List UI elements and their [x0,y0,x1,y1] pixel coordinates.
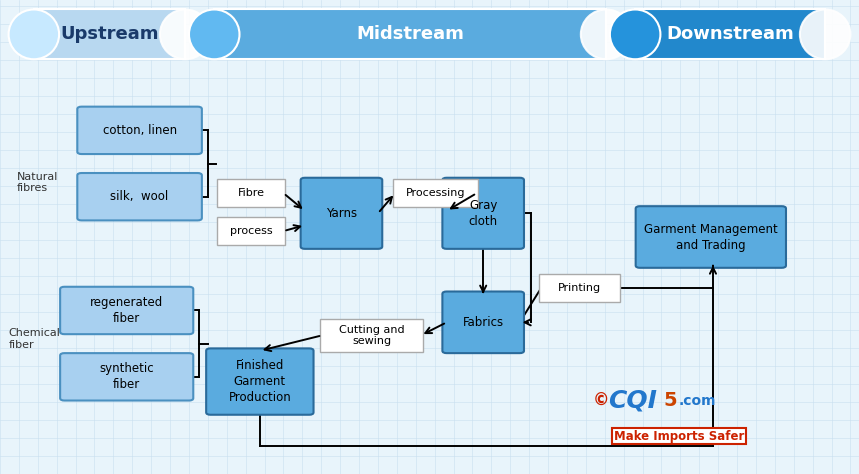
Text: Downstream: Downstream [667,26,794,43]
FancyBboxPatch shape [301,178,382,249]
FancyBboxPatch shape [206,348,314,415]
FancyBboxPatch shape [217,217,285,245]
FancyBboxPatch shape [60,353,193,401]
Text: Midstream: Midstream [356,26,464,43]
Ellipse shape [9,9,59,59]
FancyBboxPatch shape [217,179,285,207]
FancyBboxPatch shape [636,206,786,268]
Text: Cutting and
sewing: Cutting and sewing [338,325,405,346]
Text: Gray
cloth: Gray cloth [469,199,497,228]
Text: Printing: Printing [558,283,601,293]
Text: Chemical
fiber: Chemical fiber [9,328,60,350]
Ellipse shape [189,9,240,59]
Ellipse shape [800,9,850,59]
Text: cotton, linen: cotton, linen [102,124,177,137]
Ellipse shape [581,9,631,59]
Text: synthetic
fiber: synthetic fiber [100,362,154,392]
FancyBboxPatch shape [539,274,620,302]
FancyBboxPatch shape [320,319,423,352]
FancyBboxPatch shape [77,107,202,154]
Text: Fabrics: Fabrics [463,316,503,329]
Bar [635,9,825,59]
Text: Make Imports Safer: Make Imports Safer [614,429,745,443]
Text: silk,  wool: silk, wool [111,190,168,203]
Text: Fibre: Fibre [238,188,265,198]
Text: Processing: Processing [406,188,466,198]
Text: Finished
Garment
Production: Finished Garment Production [228,359,291,404]
Text: regenerated
fiber: regenerated fiber [90,296,163,325]
Text: 5: 5 [663,391,677,410]
FancyBboxPatch shape [442,178,524,249]
Text: Upstream: Upstream [60,26,159,43]
Ellipse shape [160,9,210,59]
Bar [34,9,186,59]
Bar [214,9,606,59]
FancyBboxPatch shape [60,287,193,334]
Text: ©: © [593,392,609,410]
Ellipse shape [610,9,661,59]
FancyBboxPatch shape [393,179,478,207]
FancyBboxPatch shape [77,173,202,220]
Text: Garment Management
and Trading: Garment Management and Trading [644,222,777,252]
Text: Natural
fibres: Natural fibres [17,172,58,193]
Text: Yarns: Yarns [326,207,357,220]
Text: CQI: CQI [608,389,657,412]
FancyBboxPatch shape [442,292,524,353]
Text: process: process [230,226,272,236]
Text: .com: .com [679,393,716,408]
